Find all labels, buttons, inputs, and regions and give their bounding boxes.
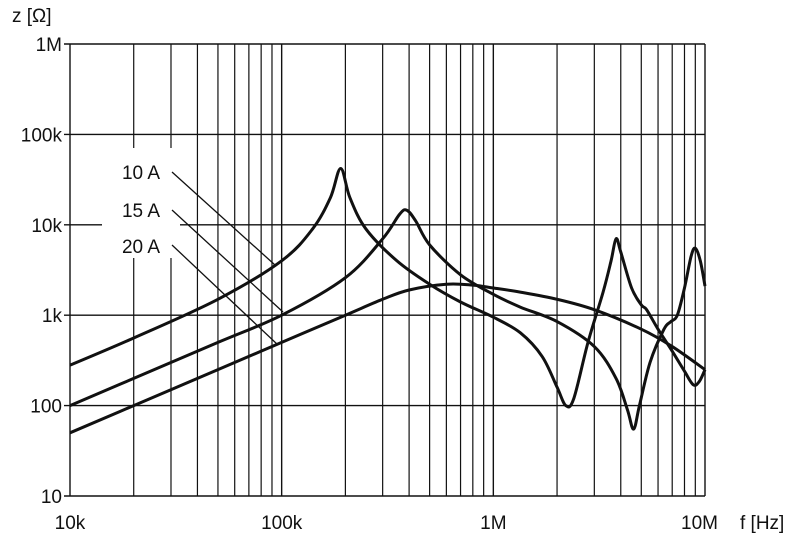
tick-labels: 10k 100k 1M 10M 10 100 1k 10k 100k 1M	[21, 35, 718, 534]
y-axis-label: z [Ω]	[12, 6, 52, 27]
leader-line	[171, 171, 276, 266]
series-line-15a	[69, 208, 707, 431]
y-tick-label: 100k	[21, 125, 63, 146]
x-tick-label: 100k	[261, 513, 303, 534]
series-line-10a	[69, 166, 707, 409]
y-tick-label: 1M	[36, 35, 62, 56]
y-tick-label: 1k	[42, 306, 63, 327]
x-tick-label: 10k	[55, 513, 86, 534]
y-tick-label: 10k	[31, 216, 62, 237]
x-tick-label: 10M	[681, 513, 718, 534]
y-tick-label: 10	[41, 487, 62, 508]
series-label: 20 A	[122, 237, 160, 258]
series-label: 15 A	[122, 201, 160, 222]
label-backdrop	[102, 148, 180, 258]
curves	[69, 166, 707, 435]
y-tick-label: 100	[30, 397, 62, 418]
x-tick-label: 1M	[480, 513, 506, 534]
series-label: 10 A	[122, 163, 160, 184]
leader-line	[171, 244, 279, 346]
series-line-20a	[69, 282, 706, 435]
leader-line	[171, 209, 284, 313]
leader-lines: 10 A 15 A 20 A	[122, 163, 284, 346]
x-axis-label: f [Hz]	[740, 513, 784, 534]
